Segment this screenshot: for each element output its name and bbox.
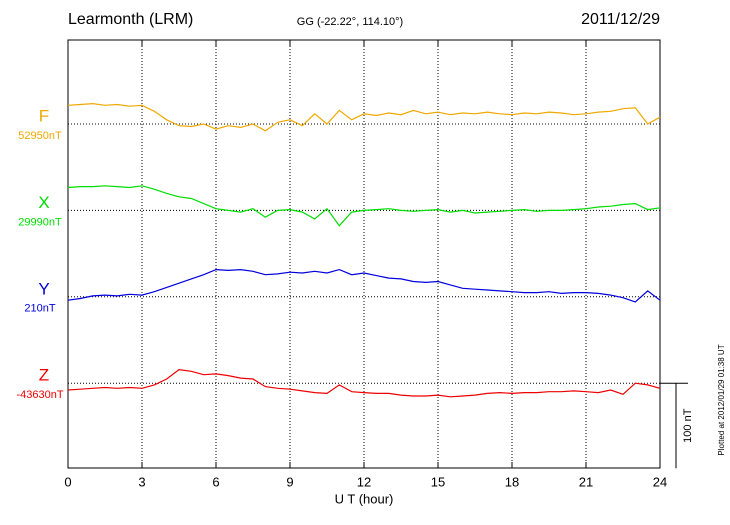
plot-footer: Plotted at 2012/01/29 01:38 UT — [717, 344, 726, 455]
x-tick-label: 9 — [286, 474, 293, 489]
x-tick-label: 3 — [138, 474, 145, 489]
x-tick-label: 0 — [64, 474, 71, 489]
legend-label: F — [39, 106, 49, 125]
scale-bar-label: 100 nT — [682, 408, 694, 443]
chart-date: 2011/12/29 — [581, 11, 660, 28]
x-tick-label: 6 — [212, 474, 219, 489]
baseline-label: 210nT — [24, 303, 55, 315]
x-axis-label: U T (hour) — [335, 491, 394, 506]
series-line — [67, 185, 661, 227]
x-tick-label: 12 — [357, 474, 371, 489]
x-tick-label: 24 — [653, 474, 667, 489]
baseline-label: 29990nT — [18, 216, 62, 228]
baseline-label: 52950nT — [18, 130, 62, 142]
series-line — [67, 102, 661, 132]
legend-label: X — [38, 193, 49, 212]
baseline-label: -43630nT — [16, 389, 63, 401]
series-line — [67, 368, 661, 398]
x-tick-label: 15 — [431, 474, 445, 489]
series-line — [67, 268, 661, 303]
legend-label: Y — [38, 279, 49, 298]
chart-title: Learmonth (LRM) — [68, 11, 193, 28]
legend-label: Z — [39, 366, 49, 385]
chart-subtitle: GG (-22.22°, 114.10°) — [297, 16, 403, 28]
x-tick-label: 21 — [579, 474, 593, 489]
x-tick-label: 18 — [505, 474, 519, 489]
